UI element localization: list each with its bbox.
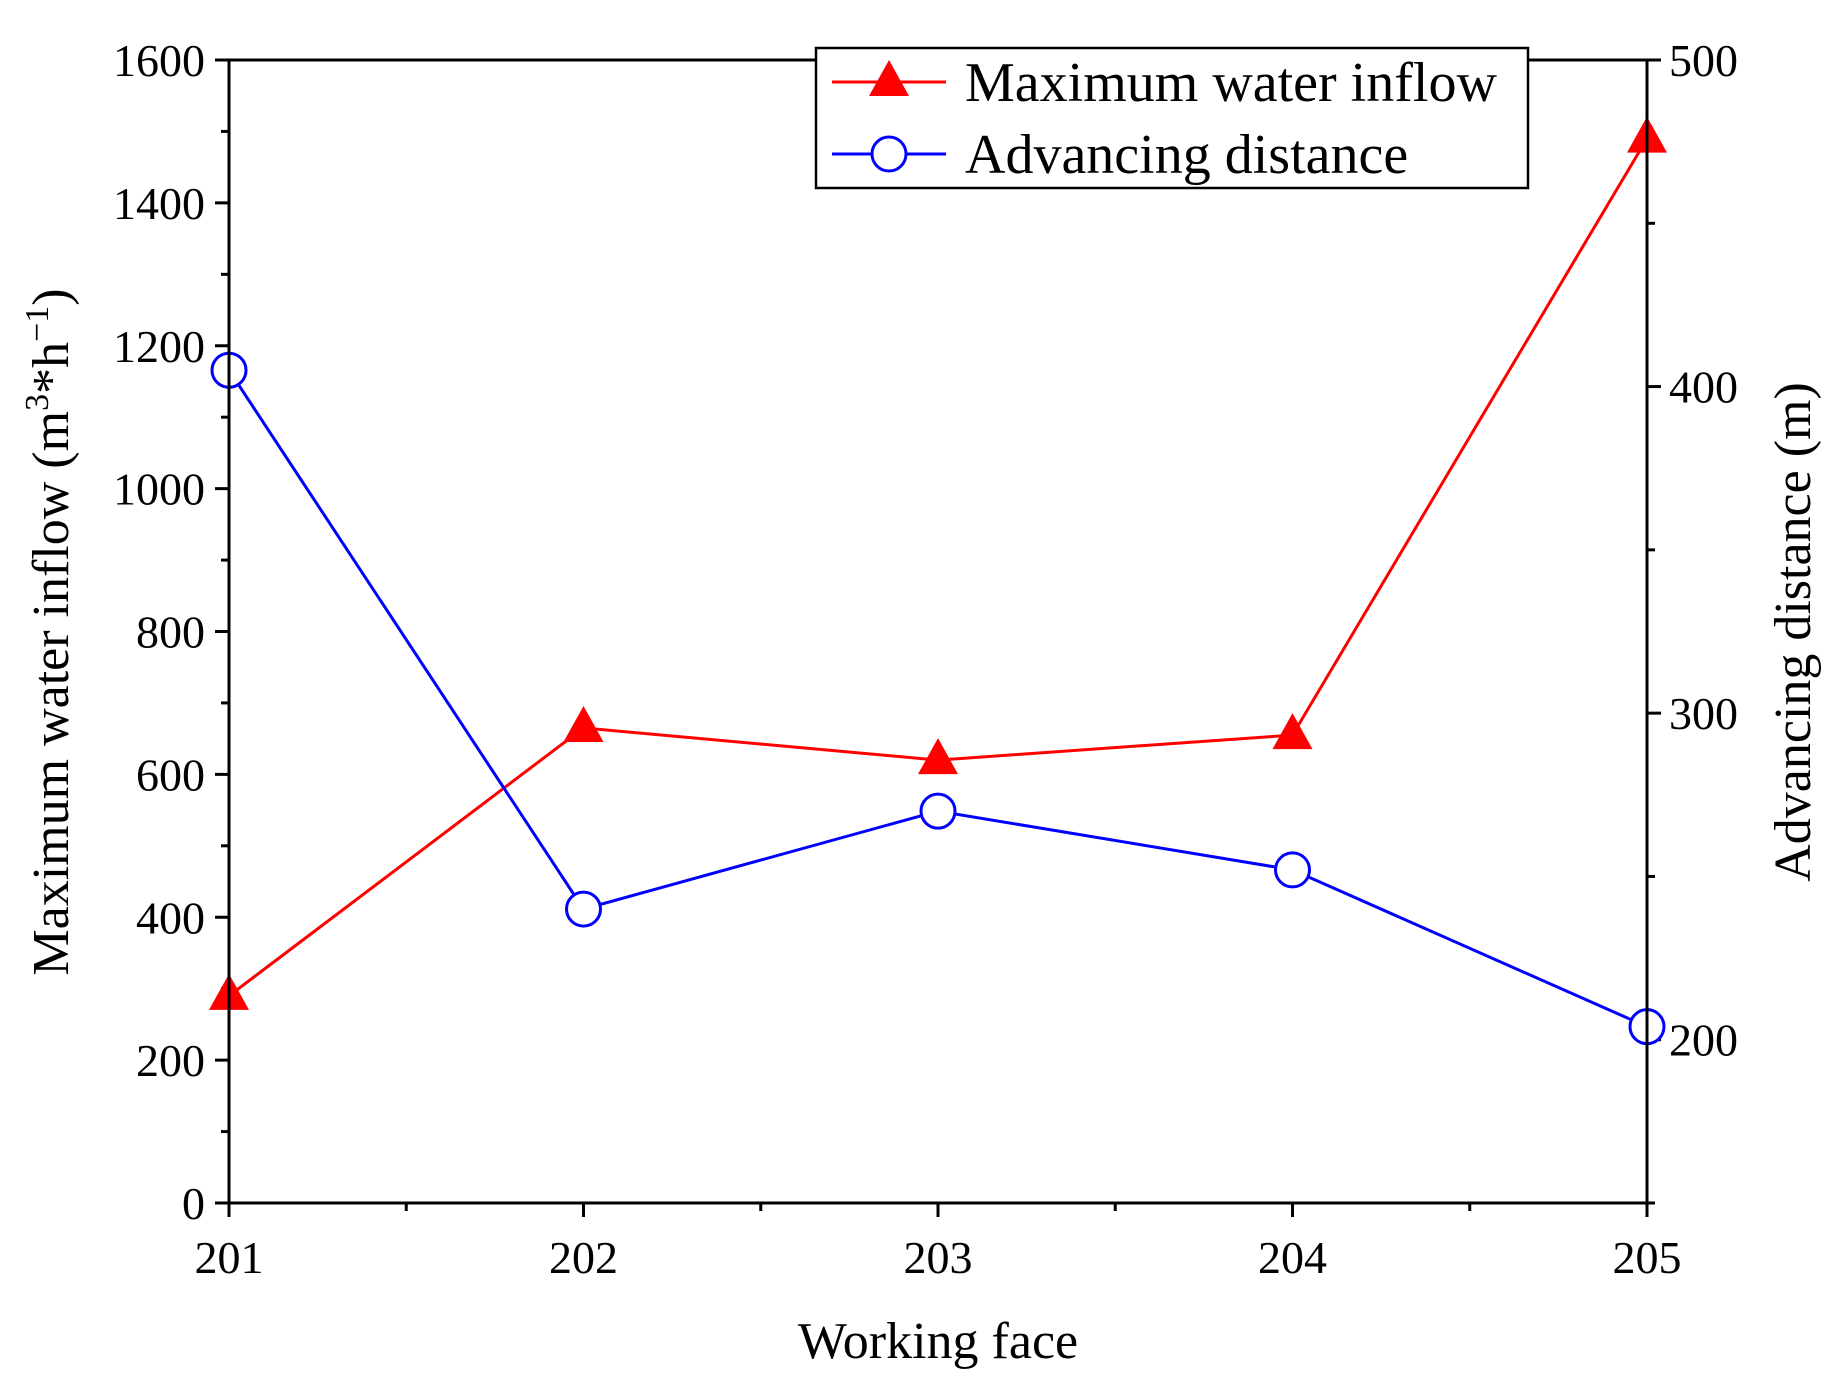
x-axis-title: Working face (798, 1313, 1078, 1370)
data-point-circle (567, 892, 601, 926)
y-axis-title-left: Maximum water inflow (m3*h−1) (19, 288, 80, 975)
legend: Maximum water inflow Advancing distance (816, 48, 1528, 188)
data-point-triangle (918, 738, 958, 774)
y-left-tick-label: 600 (136, 749, 205, 800)
y-axis-title-left-sup1: 3 (19, 394, 56, 411)
data-point-triangle (1273, 713, 1313, 749)
y-left-tick-label: 1200 (113, 321, 205, 372)
y-axis-title-right: Advancing distance (m) (1765, 382, 1822, 882)
x-tick-label: 204 (1258, 1232, 1327, 1283)
y-left-tick-label: 200 (136, 1035, 205, 1086)
y-left-tick-label: 1600 (113, 35, 205, 86)
data-point-circle (1276, 853, 1310, 887)
data-point-triangle (564, 706, 604, 742)
series-line-0 (229, 139, 1647, 996)
y-left-tick-label: 1000 (113, 464, 205, 515)
plot-frame (229, 60, 1647, 1203)
chart: 0 200 400 600 800 1000 1200 1400 1600 200 300 400 50… (0, 0, 1841, 1393)
y-left-tick-label: 1400 (113, 178, 205, 229)
y-right-tick-label: 200 (1669, 1015, 1738, 1066)
series-layer (209, 117, 1667, 1044)
x-tick-label: 205 (1613, 1232, 1682, 1283)
ticks-layer: 0 200 400 600 800 1000 1200 1400 1600 200 300 400 50… (113, 35, 1738, 1283)
y-right-tick-label: 300 (1669, 688, 1738, 739)
y-left-tick-label: 400 (136, 892, 205, 943)
y-axis-title-left-sup2: −1 (19, 306, 56, 342)
legend-label-distance: Advancing distance (965, 124, 1408, 186)
legend-marker-circle (872, 137, 906, 171)
y-left-tick-label: 0 (182, 1178, 205, 1229)
x-tick-label: 202 (549, 1232, 618, 1283)
data-point-circle (921, 794, 955, 828)
y-left-tick-label: 800 (136, 607, 205, 658)
y-axis-title-left-suffix: ) (23, 288, 80, 305)
y-axis-title-left-mid: *h (23, 342, 80, 394)
y-axis-title-left-prefix: Maximum water inflow (m (23, 411, 80, 976)
y-right-tick-label: 500 (1669, 35, 1738, 86)
x-tick-label: 203 (904, 1232, 973, 1283)
series-line-1 (229, 370, 1647, 1026)
x-tick-label: 201 (195, 1232, 264, 1283)
y-right-tick-label: 400 (1669, 362, 1738, 413)
legend-label-inflow: Maximum water inflow (965, 52, 1497, 114)
